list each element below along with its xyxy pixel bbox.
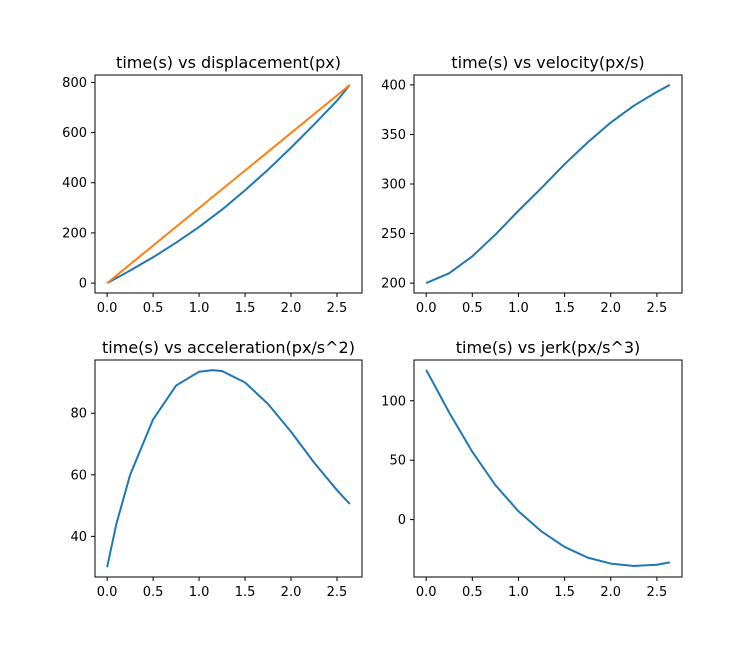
y-tick-label: 400 (381, 78, 406, 93)
chart-title: time(s) vs displacement(px) (116, 53, 341, 72)
axes-frame (413, 74, 683, 294)
x-tick-label: 2.5 (327, 585, 348, 600)
chart-title: time(s) vs jerk(px/s^3) (456, 338, 641, 357)
chart-panel-3: time(s) vs acceleration(px/s^2) 0.0 0.5 1.0… (70, 338, 363, 600)
y-tick-label: 300 (381, 178, 406, 193)
y-tick-label: 350 (381, 128, 406, 143)
y-tick-label: 80 (70, 407, 87, 422)
axes-frame (94, 74, 363, 294)
y-tick-label: 800 (62, 76, 87, 91)
series-line-2 (106, 84, 351, 284)
series-line-1 (425, 84, 671, 285)
x-tick-label: 2.5 (327, 301, 348, 316)
y-tick-label: 250 (381, 227, 406, 242)
y-tick-label: 60 (70, 468, 87, 483)
x-tick-label: 2.0 (600, 585, 621, 600)
y-tick-label: 0 (398, 513, 406, 528)
x-tick-label: 1.0 (508, 585, 529, 600)
y-tick-label: 600 (62, 126, 87, 141)
chart-panel-1: time(s) vs displacement(px) 0.0 0.5 1.0 1.5 2… (62, 53, 363, 316)
y-tick-label: 400 (62, 176, 87, 191)
x-tick-label: 1.0 (508, 301, 529, 316)
x-tick-label: 1.5 (554, 585, 575, 600)
x-tick-label: 1.5 (554, 301, 575, 316)
x-tick-label: 0.5 (462, 585, 483, 600)
chart-panel-4: time(s) vs jerk(px/s^3) 0.0 0.5 1.0 1.5 2.0 2.… (381, 338, 683, 600)
x-tick-label: 2.5 (647, 301, 668, 316)
x-tick-label: 1.0 (189, 585, 210, 600)
x-tick-label: 0.0 (97, 301, 118, 316)
chart-title: time(s) vs velocity(px/s) (451, 53, 644, 72)
axes-frame (413, 359, 683, 578)
x-tick-label: 2.0 (281, 585, 302, 600)
x-tick-label: 0.0 (416, 585, 437, 600)
x-tick-label: 0.5 (143, 585, 164, 600)
x-tick-label: 1.5 (235, 585, 256, 600)
series-line-1 (106, 369, 351, 568)
y-tick-label: 200 (62, 226, 87, 241)
x-tick-label: 1.5 (235, 301, 256, 316)
y-tick-label: 40 (70, 530, 87, 545)
series-line-1 (106, 84, 351, 284)
x-tick-label: 0.0 (97, 585, 118, 600)
x-tick-label: 2.0 (281, 301, 302, 316)
x-tick-label: 0.5 (462, 301, 483, 316)
axes-frame (94, 359, 363, 578)
chart-title: time(s) vs acceleration(px/s^2) (102, 338, 355, 357)
x-tick-label: 1.0 (189, 301, 210, 316)
x-tick-label: 2.5 (647, 585, 668, 600)
y-tick-label: 50 (389, 454, 406, 469)
series-line-1 (425, 369, 671, 567)
chart-panel-2: time(s) vs velocity(px/s) 0.0 0.5 1.0 1.5 2.0… (381, 53, 683, 316)
x-tick-label: 0.5 (143, 301, 164, 316)
y-tick-label: 200 (381, 277, 406, 292)
x-tick-label: 0.0 (416, 301, 437, 316)
y-tick-label: 100 (381, 394, 406, 409)
x-tick-label: 2.0 (600, 301, 621, 316)
y-tick-label: 0 (79, 277, 87, 292)
